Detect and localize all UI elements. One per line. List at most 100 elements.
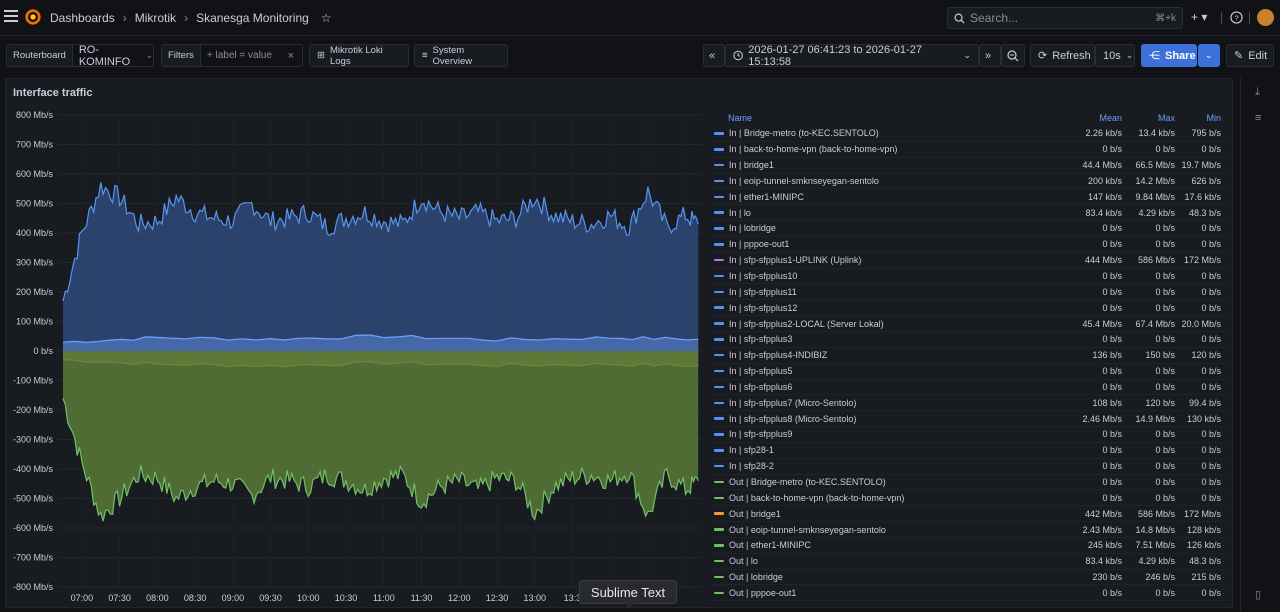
zoom-out-icon — [1007, 49, 1019, 61]
legend-header-min[interactable]: Min — [1206, 113, 1221, 123]
series-line — [62, 398, 699, 522]
x-tick-label: 12:00 — [448, 593, 471, 603]
legend-row[interactable]: In | sfp-sfpplus6 0 b/s 0 b/s 0 b/s — [710, 380, 1228, 396]
legend-row[interactable]: In | sfp-sfpplus8 (Micro-Sentolo) 2.46 Mb… — [710, 411, 1228, 428]
legend-header-name[interactable]: Name — [728, 113, 753, 123]
legend-mean: 2.26 kb/s — [1085, 128, 1122, 139]
legend-min: 126 kb/s — [1186, 540, 1221, 551]
series-color-swatch — [714, 480, 724, 484]
search-input[interactable]: Search... ⌘+k — [947, 7, 1183, 29]
interface-traffic-chart[interactable]: 800 Mb/s 700 Mb/s 600 Mb/s 500 Mb/s 400 Mb/s… — [5, 104, 705, 604]
star-icon[interactable]: ☆ — [320, 11, 332, 25]
time-forward-button[interactable]: » — [979, 44, 1001, 67]
series-color-swatch — [714, 148, 724, 151]
tooltip-arrow — [624, 603, 634, 608]
series-name: In | bridge1 — [729, 160, 774, 171]
breadcrumb-folder[interactable]: Mikrotik — [134, 11, 177, 25]
legend-min: 0 b/s — [1201, 476, 1221, 487]
add-icon[interactable]: + ▾ — [1191, 10, 1208, 24]
legend-row[interactable]: In | sfp-sfpplus4-INDIBIZ 136 b/s 150 b/s 1… — [710, 348, 1228, 364]
legend-row[interactable]: Out | bridge1 442 Mb/s 586 Mb/s 172 Mb/s — [710, 506, 1228, 523]
legend-row[interactable]: Out | back-to-home-vpn (back-to-home-vpn… — [710, 490, 1228, 507]
legend-max: 0 b/s — [1155, 271, 1175, 282]
y-tick-label: -300 Mb/s — [13, 435, 54, 445]
legend-row[interactable]: In | eoip-tunnel-smknseyegan-sentolo 200 … — [710, 174, 1228, 190]
routerboard-select[interactable]: RO-KOMINFO — [78, 43, 131, 68]
legend-mean: 0 b/s — [1102, 144, 1122, 155]
chevrons-left-icon: « — [709, 49, 716, 62]
divider: | — [1248, 10, 1252, 24]
legend-mean: 108 b/s — [1092, 397, 1122, 408]
chevron-right-icon: › — [122, 11, 127, 25]
edit-button[interactable]: ✎ Edit — [1226, 44, 1274, 67]
legend-min: 0 b/s — [1201, 239, 1221, 250]
legend-row[interactable]: In | sfp-sfpplus7 (Micro-Sentolo) 108 b/s… — [710, 395, 1228, 412]
legend-min: 20.0 Mb/s — [1181, 318, 1221, 329]
legend-row[interactable]: Out | lo 83.4 kb/s 4.29 kb/s 48.3 b/s — [710, 554, 1228, 570]
list-icon[interactable]: ≡ — [1255, 112, 1262, 124]
legend-row[interactable]: In | sfp-sfpplus3 0 b/s 0 b/s 0 b/s — [710, 332, 1228, 348]
legend-row[interactable]: In | lobridge 0 b/s 0 b/s 0 b/s — [710, 221, 1228, 237]
legend-row[interactable]: In | ether1-MINIPC 147 kb/s 9.84 Mb/s 17.6 … — [710, 189, 1228, 206]
legend-row[interactable]: Out | Bridge-metro (to-KEC.SENTOLO) 0 b/s… — [710, 475, 1228, 491]
help-icon[interactable]: ? — [1230, 11, 1243, 24]
series-color-swatch — [714, 575, 724, 579]
legend-max: 0 b/s — [1155, 461, 1175, 472]
y-tick-label: -200 Mb/s — [13, 405, 54, 415]
legend-row[interactable]: In | sfp-sfpplus10 0 b/s 0 b/s 0 b/s — [710, 269, 1228, 285]
legend-row[interactable]: In | sfp-sfpplus9 0 b/s 0 b/s 0 b/s — [710, 427, 1228, 443]
legend-max: 0 b/s — [1155, 445, 1175, 456]
series-area — [63, 351, 699, 522]
time-back-button[interactable]: « — [703, 44, 725, 67]
refresh-interval-select[interactable]: 10s ⌄ — [1095, 44, 1135, 67]
legend-row[interactable]: Out | pppoe-out1 0 b/s 0 b/s 0 b/s — [710, 585, 1228, 602]
series-name: Out | Bridge-metro (to-KEC.SENTOLO) — [729, 476, 886, 487]
share-button[interactable]: ⋲ Share — [1141, 44, 1197, 67]
legend-row[interactable]: In | sfp28-2 0 b/s 0 b/s 0 b/s — [710, 459, 1228, 475]
menu-icon[interactable] — [4, 10, 18, 22]
legend-row[interactable]: In | back-to-home-vpn (back-to-home-vpn)… — [710, 142, 1228, 158]
legend-header-max[interactable]: Max — [1157, 113, 1175, 123]
legend-max: 0 b/s — [1155, 286, 1175, 297]
system-overview-link[interactable]: ≡ System Overview — [414, 44, 508, 67]
refresh-button[interactable]: ⟳ Refresh — [1030, 44, 1095, 67]
series-name: In | sfp-sfpplus12 — [729, 302, 798, 313]
breadcrumb-dashboards[interactable]: Dashboards — [50, 11, 115, 25]
legend-row[interactable]: Out | lobridge 230 b/s 246 b/s 215 b/s — [710, 570, 1228, 586]
sidebar-toggle-icon[interactable]: ▯ — [1255, 589, 1262, 601]
legend-row[interactable]: In | Bridge-metro (to-KEC.SENTOLO) 2.26 k… — [710, 126, 1228, 142]
legend-row[interactable]: In | sfp-sfpplus12 0 b/s 0 b/s 0 b/s — [710, 300, 1228, 317]
series-color-swatch — [714, 559, 724, 563]
zoom-out-button[interactable] — [1001, 44, 1025, 67]
time-range-picker[interactable]: 2026-01-27 06:41:23 to 2026-01-27 15:13:… — [725, 44, 979, 68]
series-line — [62, 334, 699, 344]
legend-min: 0 b/s — [1201, 271, 1221, 282]
download-icon[interactable]: ⤓ — [1255, 86, 1260, 98]
apps-icon: ⊞ — [317, 50, 325, 61]
legend-row[interactable]: In | sfp-sfpplus1-UPLINK (Uplink) 444 Mb/… — [710, 253, 1228, 269]
top-bar: Dashboards › Mikrotik › Skanesga Monitor… — [0, 0, 1280, 36]
series-color-swatch — [714, 274, 724, 278]
series-color-swatch — [714, 417, 724, 420]
grafana-logo-icon[interactable] — [24, 8, 42, 26]
legend-max: 4.29 kb/s — [1138, 556, 1175, 567]
legend-row[interactable]: In | sfp-sfpplus11 0 b/s 0 b/s 0 b/s — [710, 284, 1228, 301]
legend-row[interactable]: In | pppoe-out1 0 b/s 0 b/s 0 b/s — [710, 237, 1228, 253]
series-color-swatch — [714, 591, 724, 595]
legend-row[interactable]: In | bridge1 44.4 Mb/s 66.5 Mb/s 19.7 Mb/s — [710, 158, 1228, 174]
mikrotik-loki-logs-link[interactable]: ⊞ Mikrotik Loki Logs — [309, 44, 409, 67]
clear-icon[interactable]: × — [287, 49, 294, 62]
filters-input[interactable]: + label = value — [206, 50, 272, 61]
legend-row[interactable]: In | lo 83.4 kb/s 4.29 kb/s 48.3 b/s — [710, 205, 1228, 222]
legend-header-mean[interactable]: Mean — [1099, 113, 1122, 123]
legend-row[interactable]: In | sfp-sfpplus2-LOCAL (Server Lokal) 45… — [710, 316, 1228, 332]
legend-row[interactable]: In | sfp-sfpplus5 0 b/s 0 b/s 0 b/s — [710, 364, 1228, 380]
legend-row[interactable]: Out | ether1-MINIPC 245 kb/s 7.51 Mb/s 126 … — [710, 538, 1228, 554]
legend-row[interactable]: Out | eoip-tunnel-smknseyegan-sentolo 2.4… — [710, 522, 1228, 538]
avatar[interactable] — [1257, 9, 1274, 26]
y-tick-label: 0 b/s — [33, 346, 53, 356]
chevron-down-icon[interactable]: ⌄ — [145, 50, 153, 60]
legend-row[interactable]: In | sfp28-1 0 b/s 0 b/s 0 b/s — [710, 443, 1228, 459]
legend-name: Out | lobridge — [710, 572, 1069, 582]
share-dropdown-button[interactable]: ⌄ — [1198, 44, 1220, 67]
